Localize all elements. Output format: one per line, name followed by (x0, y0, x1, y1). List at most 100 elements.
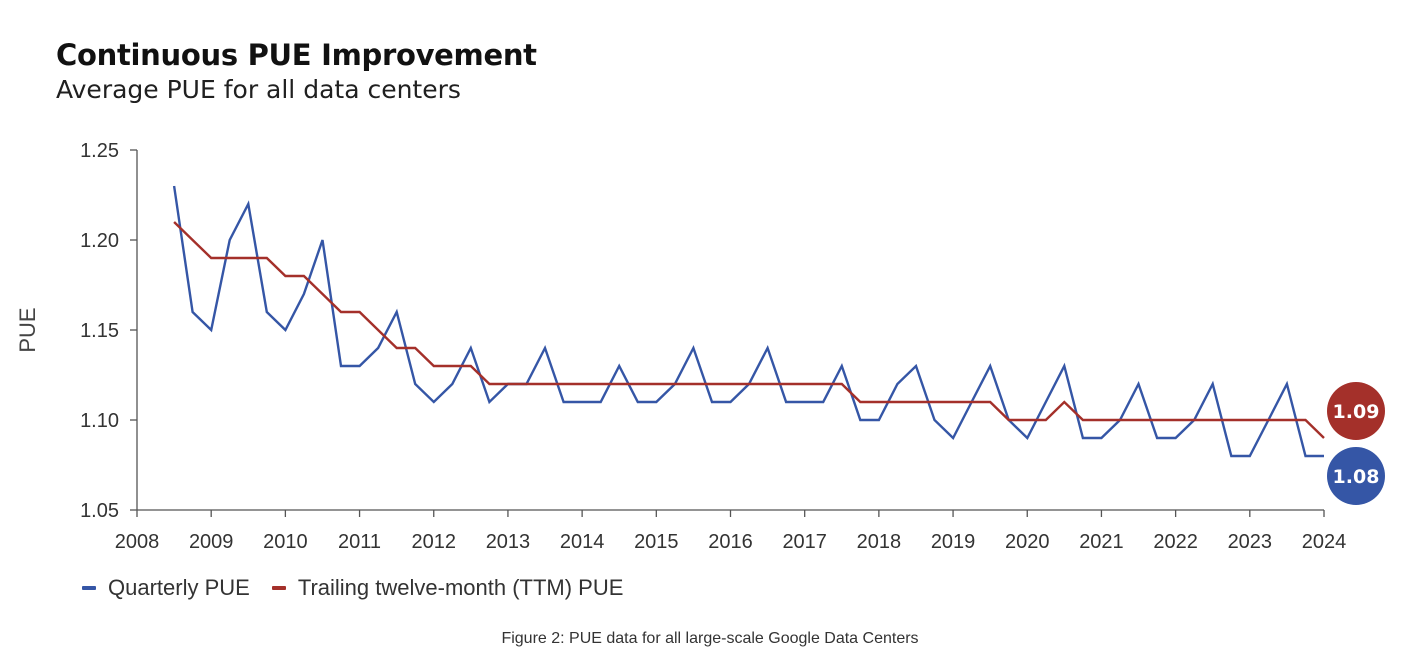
x-tick-label: 2019 (931, 531, 976, 553)
data-point-quarterly (1211, 382, 1215, 386)
data-point-quarterly (1285, 382, 1289, 386)
data-point-quarterly (321, 238, 325, 242)
data-point-ttm (673, 382, 677, 386)
x-tick-label: 2014 (560, 531, 605, 553)
data-point-ttm (636, 382, 640, 386)
data-point-ttm (821, 382, 825, 386)
data-point-quarterly (246, 202, 250, 206)
data-point-quarterly (951, 436, 955, 440)
data-point-quarterly (617, 364, 621, 368)
x-tick-label: 2022 (1153, 531, 1198, 553)
end-badge-ttm (1327, 382, 1385, 440)
legend-item-ttm: Trailing twelve-month (TTM) PUE (271, 575, 623, 601)
legend-item-quarterly: Quarterly PUE (82, 575, 250, 601)
series-line-ttm (173, 221, 1325, 439)
data-point-ttm (1248, 418, 1252, 422)
data-point-quarterly (376, 346, 380, 350)
data-point-ttm (506, 382, 510, 386)
data-point-quarterly (877, 418, 881, 422)
data-point-ttm (784, 382, 788, 386)
data-point-ttm (228, 256, 232, 260)
data-point-ttm (1044, 418, 1048, 422)
data-point-quarterly (858, 418, 862, 422)
data-point-quarterly (914, 364, 918, 368)
data-point-quarterly (1304, 454, 1308, 458)
data-point-quarterly (895, 382, 899, 386)
y-tick-label: 1.05 (80, 500, 119, 522)
data-point-quarterly (358, 364, 362, 368)
data-point-ttm (914, 400, 918, 404)
chart-title: Continuous PUE Improvement (56, 38, 537, 72)
data-point-quarterly (636, 400, 640, 404)
data-point-quarterly (1174, 436, 1178, 440)
x-tick-label: 2015 (634, 531, 679, 553)
end-badge-label-ttm: 1.09 (1333, 401, 1380, 423)
data-point-ttm (580, 382, 584, 386)
x-tick-label: 2020 (1005, 531, 1050, 553)
data-point-ttm (895, 400, 899, 404)
data-point-ttm (432, 364, 436, 368)
x-tick-label: 2017 (782, 531, 827, 553)
data-point-ttm (450, 364, 454, 368)
data-point-ttm (691, 382, 695, 386)
data-point-ttm (1322, 436, 1326, 440)
data-point-quarterly (265, 310, 269, 314)
data-point-ttm (469, 364, 473, 368)
end-badge-quarterly (1327, 447, 1385, 505)
data-point-quarterly (729, 400, 733, 404)
data-point-ttm (1025, 418, 1029, 422)
data-point-quarterly (1044, 400, 1048, 404)
y-tick-label: 1.25 (80, 140, 119, 162)
data-point-ttm (302, 274, 306, 278)
data-point-ttm (729, 382, 733, 386)
data-point-quarterly (840, 364, 844, 368)
data-point-quarterly (283, 328, 287, 332)
x-tick-label: 2011 (338, 531, 381, 553)
data-point-quarterly (580, 400, 584, 404)
x-tick-label: 2016 (708, 531, 753, 553)
data-point-ttm (858, 400, 862, 404)
data-point-ttm (1211, 418, 1215, 422)
data-point-ttm (1229, 418, 1233, 422)
data-point-quarterly (784, 400, 788, 404)
data-point-quarterly (191, 310, 195, 314)
data-point-ttm (710, 382, 714, 386)
data-point-quarterly (1099, 436, 1103, 440)
data-point-ttm (376, 328, 380, 332)
y-tick-label: 1.20 (80, 230, 119, 252)
data-point-ttm (525, 382, 529, 386)
data-point-quarterly (1322, 454, 1326, 458)
data-point-ttm (191, 238, 195, 242)
data-point-quarterly (766, 346, 770, 350)
data-point-ttm (1266, 418, 1270, 422)
data-point-quarterly (413, 382, 417, 386)
data-point-ttm (747, 382, 751, 386)
x-tick-label: 2008 (115, 531, 160, 553)
data-point-quarterly (1137, 382, 1141, 386)
data-point-ttm (562, 382, 566, 386)
data-point-ttm (1304, 418, 1308, 422)
data-point-quarterly (988, 364, 992, 368)
data-point-quarterly (821, 400, 825, 404)
y-tick-label: 1.15 (80, 320, 119, 342)
data-point-ttm (933, 400, 937, 404)
data-point-ttm (1062, 400, 1066, 404)
y-axis-label: PUE (15, 307, 40, 352)
data-point-ttm (395, 346, 399, 350)
data-point-ttm (1155, 418, 1159, 422)
data-point-quarterly (543, 346, 547, 350)
data-point-ttm (265, 256, 269, 260)
data-point-ttm (766, 382, 770, 386)
y-tick-label: 1.10 (80, 410, 119, 432)
data-point-quarterly (432, 400, 436, 404)
data-point-ttm (840, 382, 844, 386)
data-point-quarterly (339, 364, 343, 368)
data-point-ttm (1285, 418, 1289, 422)
data-point-ttm (172, 220, 176, 224)
data-point-quarterly (933, 418, 937, 422)
data-point-ttm (1192, 418, 1196, 422)
data-point-quarterly (1081, 436, 1085, 440)
chart-subtitle: Average PUE for all data centers (56, 75, 461, 104)
data-point-quarterly (395, 310, 399, 314)
data-point-quarterly (599, 400, 603, 404)
